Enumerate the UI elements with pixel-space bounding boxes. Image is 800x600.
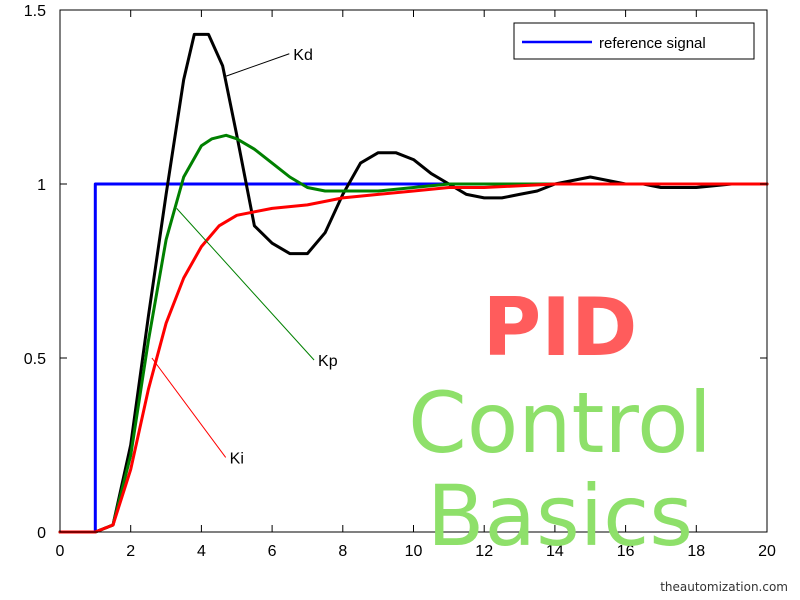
y-tick-label: 0.5: [24, 351, 46, 368]
x-tick-label: 20: [758, 543, 776, 560]
x-tick-label: 18: [687, 543, 705, 560]
annotation-label-ki: Ki: [230, 450, 244, 467]
annotation-layer: Kd Kp Ki: [151, 47, 338, 467]
annotation-label-kd: Kd: [293, 47, 313, 64]
x-tick-label: 12: [475, 543, 493, 560]
x-tick-label: 14: [546, 543, 564, 560]
x-tick-label: 4: [197, 543, 206, 560]
x-tick-label: 2: [126, 543, 135, 560]
x-tick-label: 8: [338, 543, 347, 560]
overlay-title: PID: [483, 281, 638, 374]
title-overlay: PID Control Basics: [408, 281, 712, 565]
tick-layer: 0 2 4 6 8 10 12 14 16 18 20 0 0.5 1 1.5: [24, 3, 776, 560]
y-tick-label: 0: [37, 525, 46, 542]
y-tick-label: 1.5: [24, 3, 46, 20]
x-tick-label: 0: [56, 543, 65, 560]
legend-label-reference: reference signal: [599, 35, 706, 52]
annotation-arrow-ki: [151, 357, 227, 458]
series-line-kp: [58, 133, 769, 534]
x-tick-label: 6: [268, 543, 277, 560]
legend: reference signal: [513, 22, 755, 60]
x-tick-label: 16: [617, 543, 635, 560]
annotation-arrow-kd: [225, 53, 290, 77]
overlay-line-control: Control: [408, 374, 712, 472]
y-tick-label: 1: [37, 177, 46, 194]
series-line-ki: [58, 182, 769, 534]
annotation-arrow-kp: [176, 208, 315, 361]
annotation-label-kp: Kp: [318, 353, 338, 370]
plot-background: [60, 10, 767, 532]
overlay-line-basics: Basics: [427, 467, 693, 565]
x-tick-label: 10: [405, 543, 423, 560]
watermark: theautomization.com: [660, 580, 788, 594]
